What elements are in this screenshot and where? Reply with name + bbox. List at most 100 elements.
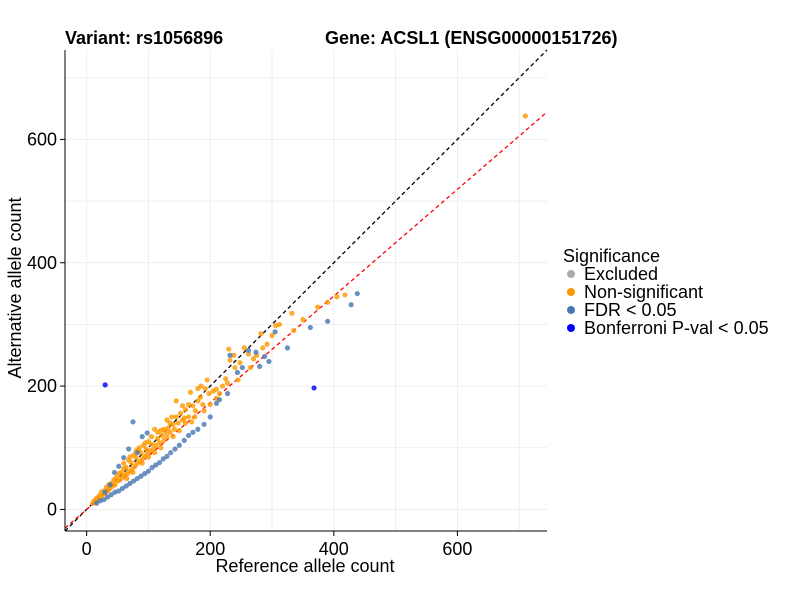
data-point <box>143 446 149 452</box>
data-point <box>307 324 313 331</box>
data-point <box>130 469 136 476</box>
legend-key <box>567 306 575 314</box>
data-point <box>237 360 243 366</box>
x-tick-label: 200 <box>195 539 225 559</box>
data-point <box>108 492 114 498</box>
data-point <box>239 364 245 371</box>
data-point <box>241 345 247 351</box>
data-point <box>276 321 283 328</box>
data-point <box>227 352 233 358</box>
data-point <box>300 316 306 323</box>
data-point <box>202 385 208 392</box>
data-point <box>182 406 189 413</box>
legend-key <box>567 288 575 296</box>
data-point <box>234 369 241 376</box>
data-point <box>231 352 237 358</box>
data-point <box>201 421 207 427</box>
data-point <box>97 498 103 504</box>
data-point <box>334 294 340 300</box>
data-point <box>103 484 110 490</box>
data-points <box>90 113 528 506</box>
data-point <box>200 401 206 408</box>
data-point <box>190 429 196 435</box>
data-point <box>127 454 133 460</box>
data-point <box>190 403 196 409</box>
legend-title: Significance <box>563 246 660 266</box>
y-tick-label: 400 <box>27 253 57 273</box>
data-point <box>213 400 219 406</box>
data-point <box>179 403 186 409</box>
y-tick-label: 0 <box>47 499 57 519</box>
x-tick-label: 400 <box>319 539 349 559</box>
data-point <box>181 437 187 443</box>
x-axis-title: Reference allele count <box>215 556 394 576</box>
data-point <box>245 351 252 357</box>
data-point <box>121 466 127 472</box>
data-point <box>257 363 263 369</box>
data-point <box>223 376 229 382</box>
data-point <box>185 401 192 408</box>
data-point <box>90 500 96 506</box>
data-point <box>119 485 126 492</box>
data-point <box>198 383 204 389</box>
data-point <box>348 302 354 308</box>
data-point <box>168 450 174 456</box>
data-point <box>207 414 213 420</box>
data-point <box>177 410 184 416</box>
data-point <box>213 386 219 392</box>
data-point <box>130 419 136 425</box>
data-point <box>189 419 195 425</box>
data-point <box>192 408 198 414</box>
data-point <box>165 425 171 431</box>
data-point <box>134 475 140 482</box>
legend-key <box>567 270 575 278</box>
data-point <box>105 494 111 500</box>
gene-title: Gene: ACSL1 (ENSG00000151726) <box>325 28 617 48</box>
data-point <box>195 426 201 432</box>
data-point <box>201 408 207 414</box>
x-tick-label: 600 <box>442 539 472 559</box>
data-point <box>247 364 253 371</box>
data-point <box>145 468 152 474</box>
data-point <box>116 463 122 469</box>
data-point <box>354 290 360 297</box>
data-point <box>173 398 179 404</box>
data-point <box>112 489 118 495</box>
data-point <box>175 420 181 426</box>
legend-key <box>567 324 575 332</box>
data-point <box>261 353 268 360</box>
data-point <box>142 440 148 446</box>
data-point <box>325 318 331 324</box>
data-point <box>216 397 223 403</box>
data-point <box>127 480 133 487</box>
data-point <box>226 346 232 352</box>
data-point <box>159 432 165 439</box>
data-point <box>176 427 182 434</box>
variant-title: Variant: rs1056896 <box>65 28 223 48</box>
data-point <box>152 450 158 456</box>
data-point <box>245 347 252 353</box>
data-point <box>342 292 348 298</box>
legend-label: Non-significant <box>584 282 703 302</box>
data-point <box>169 414 175 420</box>
data-point <box>311 385 317 391</box>
data-point <box>224 380 231 386</box>
data-point <box>272 329 278 335</box>
data-point <box>161 437 167 443</box>
data-point <box>235 377 241 383</box>
data-point <box>164 417 170 423</box>
data-point <box>121 460 127 466</box>
data-point <box>145 454 152 460</box>
data-point <box>284 345 291 351</box>
data-point <box>227 357 233 363</box>
data-point <box>160 456 166 462</box>
data-point <box>102 489 108 495</box>
data-point <box>134 450 140 456</box>
data-point <box>111 469 118 476</box>
data-point <box>176 442 182 448</box>
data-point <box>195 398 201 404</box>
data-point <box>116 471 122 477</box>
data-point <box>156 459 163 466</box>
data-point <box>93 500 100 506</box>
